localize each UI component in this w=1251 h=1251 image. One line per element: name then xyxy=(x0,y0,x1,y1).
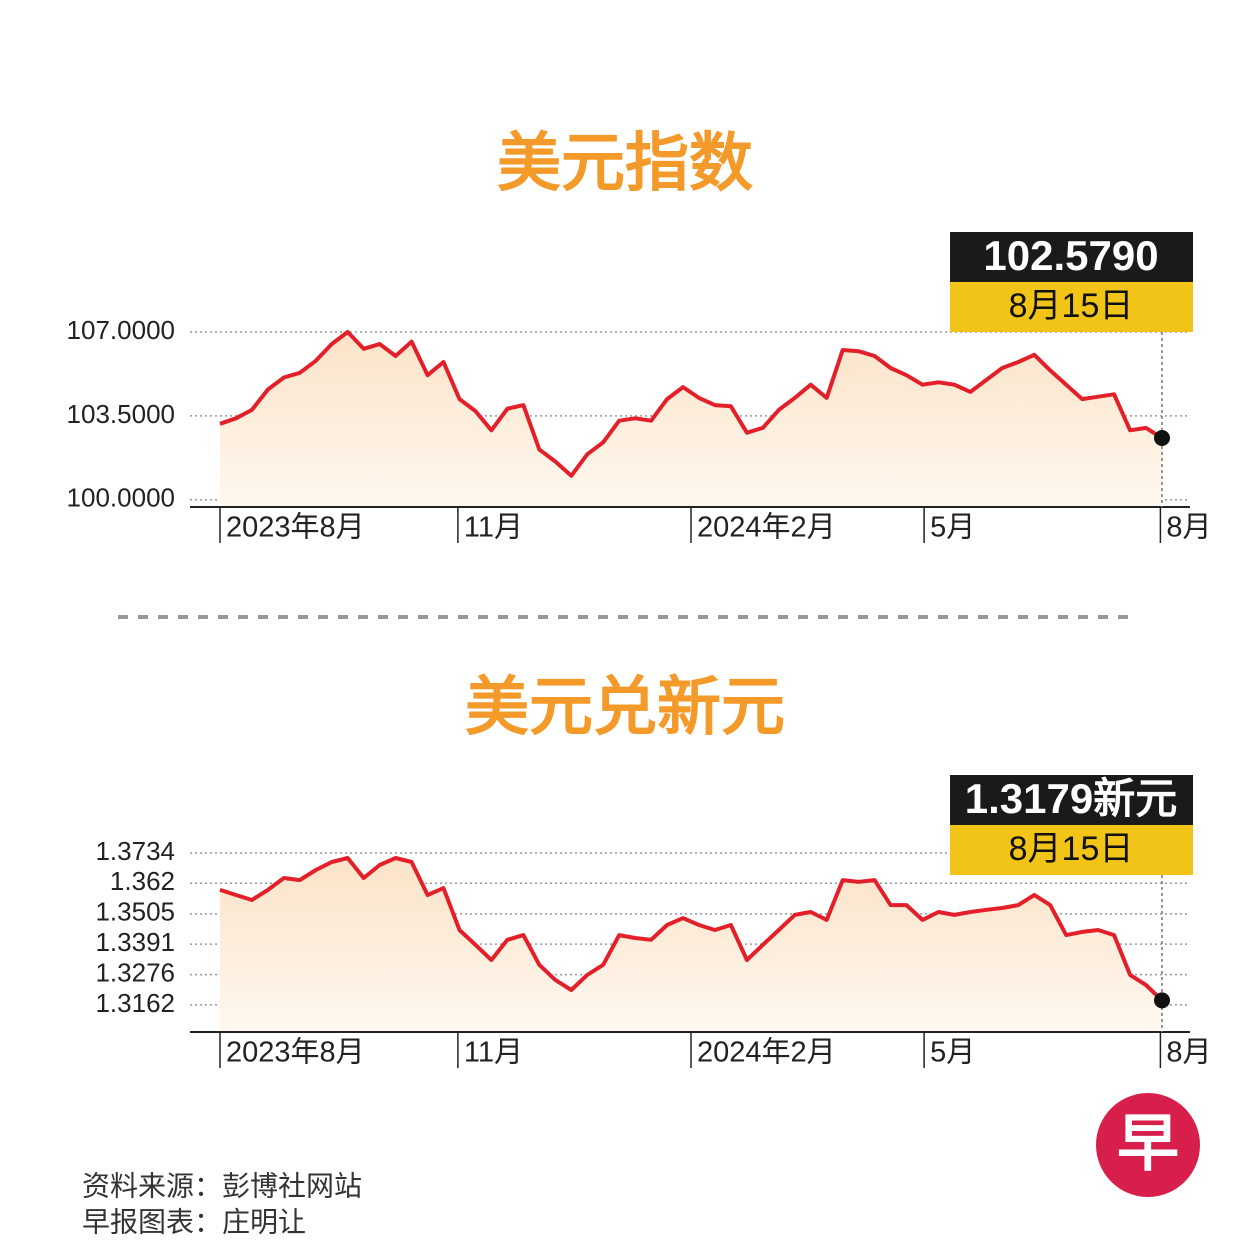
last-point xyxy=(1154,429,1170,446)
credit-text: 早报图表：庄明让 xyxy=(82,1206,306,1237)
area-fill xyxy=(220,858,1162,1032)
y-tick-label: 1.3162 xyxy=(95,988,175,1018)
last-point xyxy=(1154,992,1170,1009)
y-tick-label: 1.3276 xyxy=(95,958,175,988)
line xyxy=(219,330,1164,478)
annotation-date: 8月15日 xyxy=(1009,830,1134,868)
logo-circle xyxy=(1096,1093,1200,1197)
y-tick-label: 103.5000 xyxy=(67,399,175,429)
x-tick-label: 11月 xyxy=(464,1037,523,1069)
x-tick-label: 2024年2月 xyxy=(697,1036,836,1069)
x-tick-label: 2023年8月 xyxy=(226,1036,365,1069)
chart-title: 美元兑新元 xyxy=(465,671,785,743)
annotation-date: 8月15日 xyxy=(1009,287,1134,325)
x-tick-label: 5月 xyxy=(930,1037,975,1069)
y-tick-label: 1.3734 xyxy=(95,836,175,866)
y-tick-label: 1.3505 xyxy=(95,897,175,927)
x-tick-label: 11月 xyxy=(464,512,523,544)
y-tick-label: 1.362 xyxy=(110,866,175,896)
x-tick-label: 2024年2月 xyxy=(697,511,836,544)
x-tick-label: 8月 xyxy=(1166,512,1211,544)
chart-title: 美元指数 xyxy=(497,127,753,199)
annotation-date-box xyxy=(950,282,1193,332)
area-fill xyxy=(220,332,1162,507)
annotation-date-box xyxy=(950,825,1193,875)
source-text: 资料来源：彭博社网站 xyxy=(82,1170,362,1201)
logo: 早 xyxy=(1117,1109,1179,1178)
x-tick-label: 5月 xyxy=(930,512,975,544)
x-tick-label: 2023年8月 xyxy=(226,511,365,544)
y-tick-label: 1.3391 xyxy=(95,927,175,957)
line xyxy=(219,856,1164,1002)
annotation-box xyxy=(950,775,1193,825)
y-tick-label: 107.0000 xyxy=(67,315,175,345)
annotation-box xyxy=(950,232,1193,282)
x-tick-label: 8月 xyxy=(1166,1037,1211,1069)
annotation-value: 102.5790 xyxy=(983,232,1158,279)
y-tick-label: 100.0000 xyxy=(67,483,175,513)
annotation-value: 1.3179新元 xyxy=(965,775,1177,822)
